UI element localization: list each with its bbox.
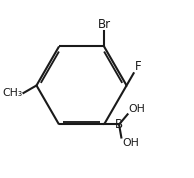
Text: OH: OH bbox=[122, 138, 139, 148]
Text: Br: Br bbox=[97, 18, 111, 31]
Text: OH: OH bbox=[128, 104, 145, 114]
Text: CH₃: CH₃ bbox=[3, 88, 23, 98]
Text: B: B bbox=[115, 118, 123, 131]
Text: F: F bbox=[134, 60, 141, 73]
